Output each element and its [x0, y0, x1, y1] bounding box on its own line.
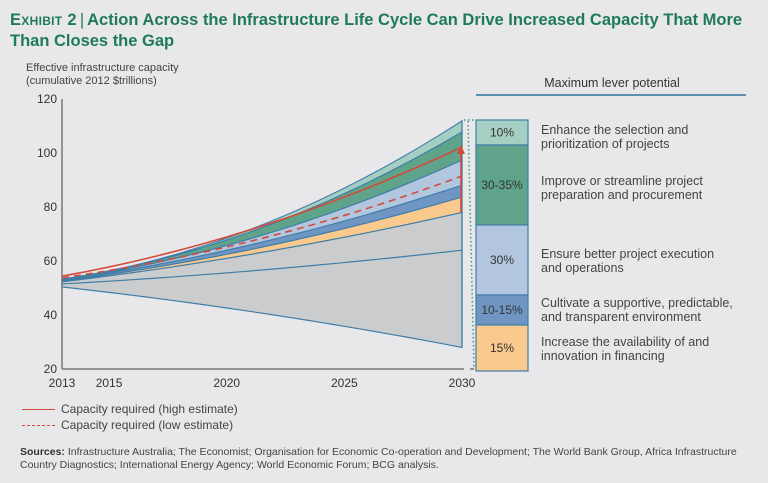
lever-segment-execution — [475, 224, 529, 296]
lever-heading-rule — [476, 94, 746, 96]
lever-text-line: Cultivate a supportive, predictable, — [541, 296, 733, 310]
legend-label-high: Capacity required (high estimate) — [61, 402, 238, 416]
exhibit-number: Exhibit 2 — [10, 11, 77, 29]
lever-text-line: preparation and procurement — [541, 188, 703, 202]
y-tick-labels: 20 40 60 80 100 120 — [37, 92, 57, 376]
y-axis-label: Effective infrastructure capacity (cumul… — [26, 62, 179, 88]
x-tick-labels: 2013 2015 2020 2025 2030 — [49, 376, 476, 390]
lever-text-line: Increase the availability of and — [541, 335, 710, 349]
title-separator: | — [79, 11, 85, 29]
y-axis-label-line1: Effective infrastructure capacity — [26, 62, 179, 74]
exhibit-title: Exhibit 2 | Action Across the Infrastructu… — [10, 10, 760, 52]
lever-stacked-bar: 10% 30-35% 30% 10-15% 15% — [475, 119, 529, 372]
lever-segment-label: 15% — [490, 341, 514, 355]
lever-segment-financing — [475, 324, 529, 372]
stacked-areas — [61, 119, 463, 349]
y-tick-label: 20 — [44, 362, 58, 376]
lever-text-line: Enhance the selection and — [541, 123, 689, 137]
lever-segment-preparation — [475, 144, 529, 226]
lever-text-line: Ensure better project execution — [541, 247, 715, 261]
lever-description-financing: Increase the availability of and innovat… — [541, 335, 766, 363]
lever-segment-label: 30-35% — [481, 178, 523, 192]
lever-text-line: and operations — [541, 261, 624, 275]
line-low-estimate — [61, 175, 463, 279]
legend-item-high: Capacity required (high estimate) — [22, 402, 238, 416]
line-high-estimate — [61, 146, 463, 277]
y-axis-label-line2: (cumulative 2012 $trillions) — [26, 75, 157, 87]
requirement-lines — [61, 145, 465, 279]
lever-description-preparation: Improve or streamline project preparatio… — [541, 174, 766, 202]
sources-text: Infrastructure Australia; The Economist;… — [20, 446, 737, 471]
lever-text-line: Improve or streamline project — [541, 174, 703, 188]
lever-segment-label: 10% — [490, 126, 514, 140]
lever-text-line: prioritization of projects — [541, 137, 670, 151]
sources-note: Sources: Infrastructure Australia; The E… — [20, 446, 750, 472]
lever-segment-environment — [475, 294, 529, 326]
lever-segment-selection — [475, 119, 529, 146]
solid-line-icon — [22, 409, 55, 411]
lever-text-line: innovation in financing — [541, 349, 665, 363]
lever-heading: Maximum lever potential — [544, 76, 680, 90]
y-tick-label: 60 — [44, 254, 58, 268]
y-tick-label: 80 — [44, 200, 58, 214]
y-tick-label: 120 — [37, 92, 57, 106]
lever-description-environment: Cultivate a supportive, predictable, and… — [541, 296, 766, 324]
x-tick-label: 2025 — [331, 376, 358, 390]
x-tick-label: 2030 — [449, 376, 476, 390]
connector-dotted-line — [467, 120, 475, 370]
sources-label: Sources: — [20, 446, 65, 458]
x-tick-label: 2015 — [96, 376, 123, 390]
lever-segment-label: 10-15% — [481, 303, 523, 317]
legend-label-low: Capacity required (low estimate) — [61, 418, 234, 432]
baseline-middle-line — [61, 249, 463, 285]
lever-description-execution: Ensure better project execution and oper… — [541, 247, 766, 275]
legend-item-low: Capacity required (low estimate) — [22, 418, 233, 432]
lever-segment-label: 30% — [490, 253, 514, 267]
dashed-line-icon — [22, 425, 55, 427]
gap-arrow-head-icon — [457, 145, 465, 155]
y-tick-label: 40 — [44, 308, 58, 322]
x-tick-label: 2020 — [213, 376, 240, 390]
x-tick-label: 2013 — [49, 376, 76, 390]
lever-text-line: and transparent environment — [541, 310, 701, 324]
y-tick-label: 100 — [37, 146, 57, 160]
title-text: Action Across the Infrastructure Life Cy… — [10, 11, 743, 50]
lever-description-selection: Enhance the selection and prioritization… — [541, 123, 766, 151]
